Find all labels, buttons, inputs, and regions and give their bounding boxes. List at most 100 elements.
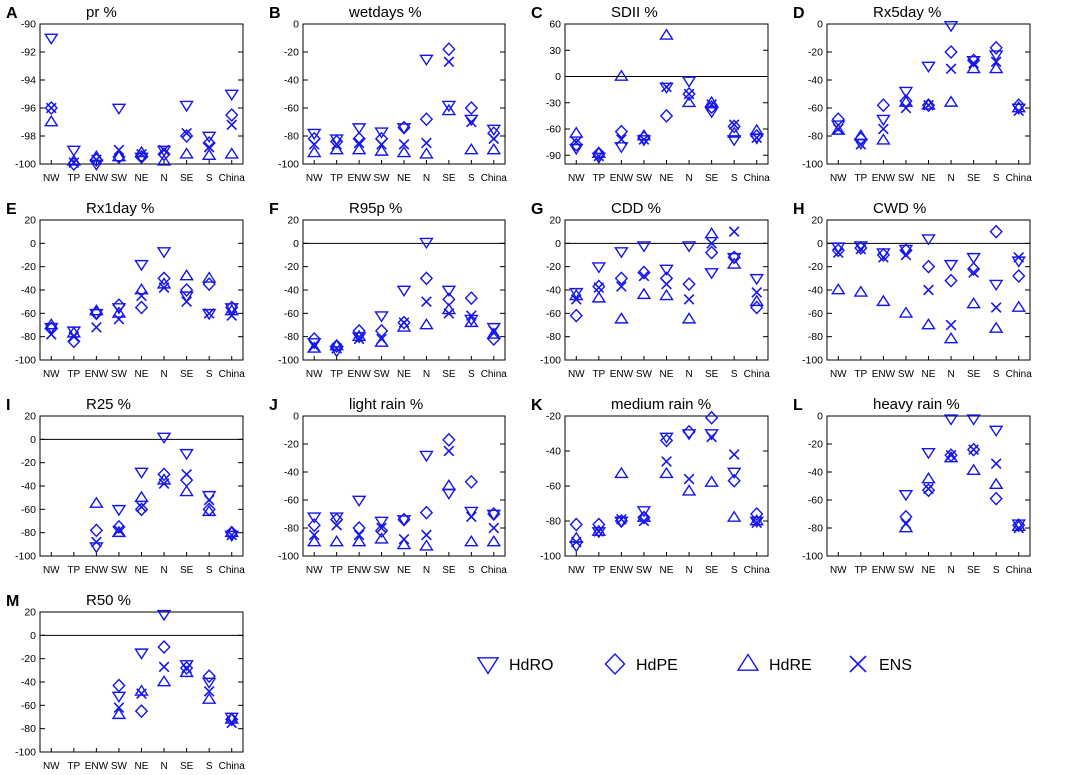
y-tick-label: -20 [808, 439, 823, 451]
y-tick-label: -100 [15, 551, 36, 563]
y-tick-label: -100 [278, 355, 299, 367]
point-hdpe-se [179, 128, 194, 144]
x-tick-label: China [481, 369, 508, 380]
point-hdro-se [704, 107, 719, 119]
legend-label: ENS [879, 657, 912, 674]
x-tick-label: ENW [85, 761, 109, 772]
y-tick-label: -20 [284, 47, 299, 59]
x-tick-label: S [206, 761, 213, 772]
point-hdro-n [156, 432, 172, 445]
y-tick-label: -40 [546, 285, 561, 297]
y-tick-label: -60 [808, 308, 823, 320]
panel-C: C SDII % 60 30 0 -30 -60 -90 NW TP ENW SW NE N SE S Chin… [531, 4, 770, 184]
point-ens-china [488, 133, 500, 145]
point-hdro-china [486, 124, 502, 137]
y-tick-label: -40 [284, 467, 299, 479]
point-hdro-sw [636, 241, 652, 253]
point-hdro-china [224, 303, 239, 315]
point-hdre-n [943, 95, 959, 107]
x-tick-label: SE [705, 565, 719, 576]
y-tick-label: 0 [293, 19, 299, 31]
x-tick-label: TP [592, 565, 605, 576]
x-tick-label: NW [306, 369, 323, 380]
x-tick-label: TP [67, 173, 80, 184]
x-tick-label: TP [67, 761, 80, 772]
x-tick-label: China [744, 565, 771, 576]
x-tick-label: N [160, 173, 167, 184]
point-ens-sw [900, 518, 912, 530]
x-tick-label: ENW [85, 369, 109, 380]
x-tick-label: S [993, 565, 1000, 576]
point-ens-nw [832, 123, 844, 135]
x-tick-label: China [744, 369, 771, 380]
point-hdro-n [681, 429, 697, 441]
point-hdre-china [749, 294, 764, 307]
point-hdpe-sw [112, 149, 126, 165]
point-hdre-n [681, 95, 697, 108]
x-tick-label: SE [180, 761, 194, 772]
point-hdro-n [156, 609, 172, 622]
plot-frame [302, 415, 506, 557]
point-ens-se [706, 99, 717, 110]
panel-title: pr % [86, 4, 117, 21]
point-hdre-enw [614, 466, 629, 479]
point-hdro-s [988, 279, 1004, 292]
panel-letter: I [6, 397, 10, 414]
y-tick-label: -100 [540, 551, 561, 563]
point-ens-nw [308, 340, 320, 352]
point-hdpe-se [179, 660, 194, 676]
point-hdre-tp [591, 291, 607, 303]
x-tick-label: SW [636, 369, 653, 380]
x-tick-label: NW [43, 761, 60, 772]
point-hdpe-enw [876, 98, 891, 113]
y-tick-label: -96 [21, 103, 36, 115]
point-hdpe-n [157, 467, 171, 482]
point-hdre-sw [111, 707, 127, 720]
x-tick-label: NW [830, 369, 847, 380]
point-hdro-tp [66, 145, 82, 158]
x-tick-label: N [423, 565, 430, 576]
point-hdre-nw [306, 341, 322, 353]
point-hdpe-enw [352, 520, 366, 536]
point-ens-ne [923, 99, 934, 111]
panel-I: I R25 % 20 0 -20 -40 -60 -80 -100 NW TP ENW SW NE N SE S… [6, 396, 245, 576]
point-hdre-enw [614, 69, 629, 81]
legend-item-hdre: HdRE [736, 653, 812, 674]
y-tick-label: -80 [808, 331, 823, 343]
point-ens-ne [136, 290, 147, 302]
y-tick-label: -60 [21, 700, 36, 712]
x-tick-label: SW [898, 369, 915, 380]
x-tick-label: SE [180, 173, 194, 184]
point-ens-enw [616, 281, 627, 292]
point-hdre-ne [921, 471, 936, 484]
point-ens-n [158, 661, 170, 673]
y-tick-label: -60 [808, 103, 823, 115]
point-hdro-n [681, 76, 697, 88]
point-hdro-tp [591, 527, 607, 539]
point-hdro-tp [853, 138, 869, 151]
point-hdre-n [419, 317, 434, 330]
x-tick-label: China [744, 173, 771, 184]
point-hdre-se [966, 61, 981, 74]
y-tick-label: -94 [21, 75, 36, 87]
y-tick-label: -80 [21, 331, 36, 343]
point-ens-tp [593, 282, 605, 294]
panel-title: medium rain % [611, 396, 711, 413]
panel-G: G CDD % 20 0 -20 -40 -60 -80 -100 NW TP ENW SW NE N SE S… [531, 200, 770, 380]
point-hdre-sw [374, 532, 389, 544]
y-tick-label: -20 [21, 653, 36, 665]
point-ens-nw [45, 102, 57, 114]
point-hdro-china [749, 273, 764, 286]
point-hdre-enw [89, 496, 104, 508]
x-tick-label: SW [898, 565, 915, 576]
point-hdro-s [201, 131, 217, 144]
y-tick-label: -60 [546, 308, 561, 320]
point-hdro-china [224, 530, 239, 543]
point-hdre-china [486, 534, 502, 547]
y-tick-label: -20 [546, 411, 561, 423]
point-hdre-s [726, 126, 742, 138]
panel-letter: F [269, 201, 279, 218]
point-hdre-ne [134, 282, 149, 295]
panel-title: heavy rain % [873, 396, 960, 413]
